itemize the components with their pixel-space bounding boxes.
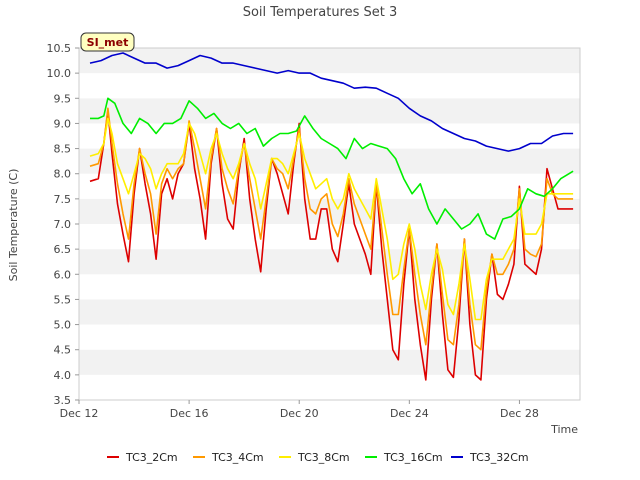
y-tick-label: 8.5	[54, 143, 72, 156]
legend-label: TC3_16Cm	[383, 451, 443, 464]
grid-band	[79, 299, 580, 325]
grid-band	[79, 48, 580, 74]
series-line-tc3-16cm	[90, 97, 574, 240]
grid-band	[79, 349, 580, 375]
y-tick-label: 7.0	[54, 218, 72, 231]
badge-box	[80, 32, 135, 52]
y-tick-label: 10.0	[47, 67, 72, 80]
x-tick-label: Dec 24	[390, 407, 429, 420]
grid-band	[79, 98, 580, 124]
series-line-tc3-4cm	[89, 107, 574, 351]
y-axis-label: Soil Temperature (C)	[7, 169, 20, 282]
y-axis: 3.5 4.0 4.5 5.0 5.5 6.0 6.5 7.0 7.5 8.0 8.5 9.0 9.5 1…	[47, 42, 79, 407]
series-lines	[89, 52, 574, 381]
y-tick-label: 4.0	[54, 369, 72, 382]
series-line-tc3-8cm	[89, 117, 574, 321]
y-tick-label: 6.5	[54, 243, 72, 256]
grid-band	[79, 123, 580, 149]
y-tick-label: 6.0	[54, 268, 72, 281]
y-tick-label: 9.5	[54, 92, 72, 105]
x-tick-label: Dec 20	[280, 407, 319, 420]
y-tick-label: 4.5	[54, 344, 72, 357]
legend-label: TC3_8Cm	[297, 451, 350, 464]
y-tick-label: 5.5	[54, 293, 72, 306]
x-tick-label: Dec 16	[170, 407, 209, 420]
series-line-tc3-2cm	[89, 110, 574, 381]
grid-band	[79, 324, 580, 350]
x-tick-label: Dec 28	[500, 407, 539, 420]
x-axis-label: Time	[550, 423, 578, 436]
y-tick-label: 10.5	[47, 42, 72, 55]
series-line-tc3-32cm	[89, 52, 574, 152]
y-tick-label: 5.0	[54, 319, 72, 332]
legend-label: TC3_2Cm	[125, 451, 178, 464]
legend-label: TC3_32Cm	[469, 451, 529, 464]
grid-band	[79, 73, 580, 99]
y-tick-label: 8.0	[54, 168, 72, 181]
x-tick-label: Dec 12	[60, 407, 99, 420]
grid-band	[79, 148, 580, 174]
y-tick-label: 9.0	[54, 117, 72, 130]
legend-label: TC3_4Cm	[211, 451, 264, 464]
chart-title: Soil Temperatures Set 3	[243, 5, 398, 20]
badge-label: SI_met	[87, 36, 129, 49]
y-tick-label: 7.5	[54, 193, 72, 206]
grid-band	[79, 374, 580, 400]
x-axis: Dec 12 Dec 16 Dec 20 Dec 24 Dec 28	[60, 400, 539, 420]
badge: SI_met	[80, 32, 135, 52]
legend: TC3_2Cm TC3_4Cm TC3_8Cm TC3_16Cm TC3_32Cm	[107, 451, 529, 464]
y-tick-label: 3.5	[54, 394, 72, 407]
grid-bands	[79, 48, 580, 400]
